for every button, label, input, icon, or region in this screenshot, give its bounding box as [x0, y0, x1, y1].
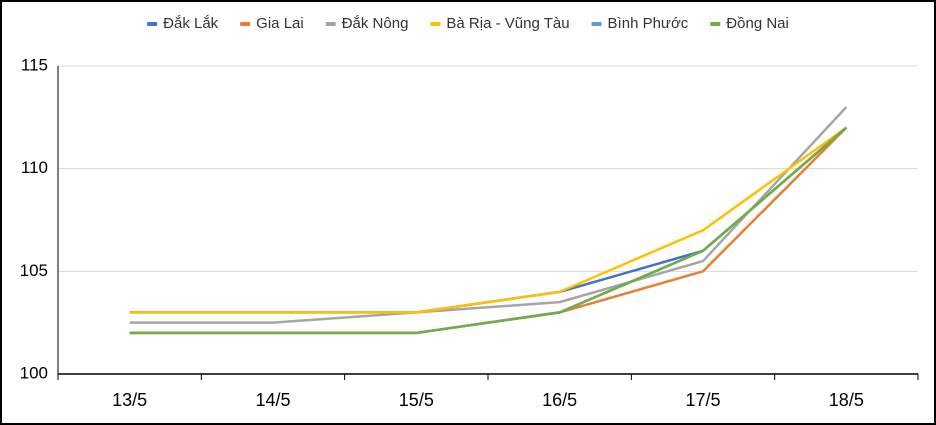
x-tick-label: 15/5	[399, 390, 434, 410]
legend-item: Gia Lai	[240, 15, 304, 32]
legend-label: Bình Phước	[608, 15, 689, 32]
y-tick-label: 115	[21, 55, 48, 74]
legend-item: Bà Rịa - Vũng Tàu	[430, 15, 570, 32]
y-tick-label: 110	[21, 158, 48, 177]
legend-label: Đắk Lắk	[163, 15, 219, 32]
y-tick-label: 105	[20, 261, 48, 280]
series-line	[129, 126, 848, 314]
legend-label: Đồng Nai	[726, 15, 789, 32]
legend-item: Đắk Nông	[325, 15, 409, 32]
legend-label: Bà Rịa - Vũng Tàu	[446, 15, 569, 32]
legend-label: Gia Lai	[256, 15, 304, 32]
series-line	[129, 126, 848, 335]
y-tick-label: 100	[20, 363, 48, 382]
x-tick-label: 16/5	[542, 390, 577, 410]
x-tick-label: 18/5	[829, 390, 864, 410]
legend-item: Đắk Lắk	[147, 15, 219, 32]
legend-label: Đắk Nông	[342, 15, 409, 32]
legend-item: Bình Phước	[591, 15, 689, 32]
x-tick-label: 13/5	[112, 390, 147, 410]
legend: Đắk Lắk Gia Lai Đắk Nông Bà Rịa - Vũng Tàu B…	[147, 15, 789, 32]
x-tick-label: 14/5	[255, 390, 290, 410]
legend-item: Đồng Nai	[710, 15, 789, 32]
series-line	[129, 106, 848, 324]
x-tick-label: 17/5	[685, 390, 720, 410]
